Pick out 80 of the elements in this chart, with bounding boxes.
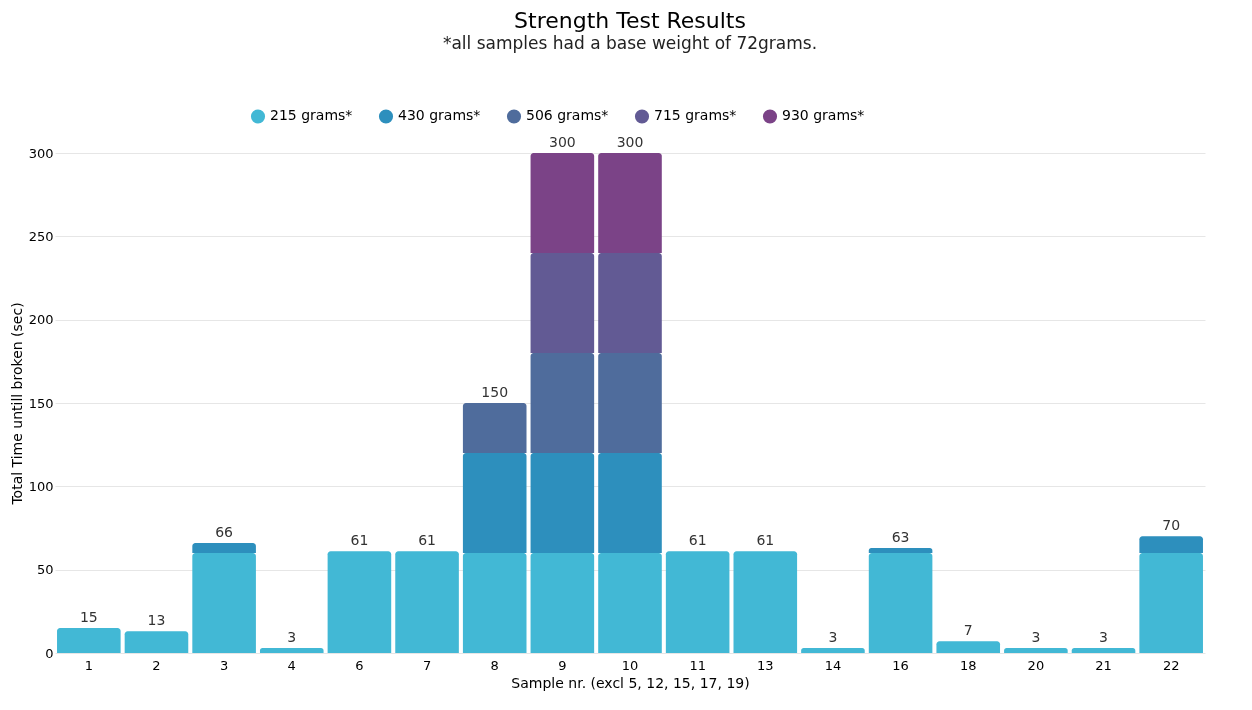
bar [665, 551, 730, 653]
total-label: 66 [215, 524, 234, 540]
y-tick-label: 0 [45, 645, 54, 661]
y-tick-label: 50 [36, 562, 54, 578]
bar [124, 631, 189, 653]
bar [57, 628, 121, 653]
bar [598, 253, 662, 353]
chart-subtitle: *all samples had a base weight of 72grams. [442, 33, 818, 53]
bar [1139, 536, 1203, 553]
total-label: 3 [828, 629, 838, 645]
bar [192, 553, 256, 653]
bar [530, 553, 595, 653]
bar [530, 253, 595, 353]
total-label: 300 [548, 134, 576, 150]
bar [530, 353, 595, 453]
x-tick-label: 6 [355, 657, 364, 673]
total-label: 3 [1031, 629, 1041, 645]
x-tick-label: 13 [757, 657, 774, 673]
bar [462, 403, 527, 453]
legend-label: 715 grams* [654, 107, 737, 124]
y-tick-label: 100 [28, 478, 54, 494]
x-tick-label: 10 [621, 657, 639, 673]
x-tick-label: 22 [1162, 657, 1180, 673]
y-tick-label: 300 [28, 145, 54, 161]
y-tick-label: 250 [28, 228, 54, 244]
x-tick-label: 2 [152, 657, 161, 673]
total-label: 7 [963, 622, 973, 639]
x-tick-label: 9 [558, 657, 567, 673]
bar [1004, 648, 1068, 653]
bar [936, 641, 1001, 653]
bar [801, 648, 865, 653]
x-tick-label: 11 [689, 657, 706, 673]
bar [259, 648, 324, 653]
bar [462, 553, 527, 653]
bar [598, 553, 662, 653]
bar [598, 453, 662, 553]
bar [733, 551, 798, 653]
legend-label: 930 grams* [782, 107, 865, 124]
legend-label: 215 grams* [270, 107, 353, 124]
bar [462, 453, 527, 553]
bar [868, 548, 933, 553]
x-tick-label: 20 [1027, 657, 1045, 673]
total-label: 61 [688, 532, 707, 549]
x-tick-label: 21 [1095, 657, 1112, 673]
bar [192, 543, 256, 553]
bar [327, 551, 392, 653]
bar [1139, 553, 1203, 653]
legend-label: 430 grams* [398, 107, 481, 124]
total-label: 61 [418, 532, 436, 549]
bar [598, 153, 662, 253]
y-tick-label: 200 [28, 312, 54, 328]
total-label: 15 [79, 609, 98, 625]
x-tick-label: 7 [422, 657, 432, 673]
x-tick-label: 3 [219, 657, 229, 673]
total-label: 61 [350, 532, 369, 549]
x-tick-label: 4 [287, 657, 296, 673]
x-tick-label: 14 [824, 657, 842, 673]
total-label: 300 [616, 134, 644, 150]
bar [395, 551, 459, 653]
x-tick-label: 18 [959, 657, 977, 673]
total-label: 70 [1162, 517, 1181, 534]
bar [1071, 648, 1136, 653]
bar [530, 153, 595, 253]
total-label: 3 [1099, 629, 1108, 645]
x-tick-label: 8 [490, 657, 499, 673]
bar [598, 353, 662, 453]
chart-title: Strength Test Results [514, 8, 746, 33]
total-label: 150 [481, 384, 509, 400]
total-label: 63 [891, 529, 910, 545]
x-tick-label: 1 [84, 657, 93, 673]
bar [530, 453, 595, 553]
x-tick-label: 16 [892, 657, 909, 673]
total-label: 61 [756, 532, 775, 549]
total-label: 3 [287, 629, 297, 645]
bar [868, 553, 933, 653]
y-axis-title: Total Time untill broken (sec) [8, 302, 25, 506]
total-label: 13 [147, 612, 166, 629]
legend-label: 506 grams* [526, 107, 609, 124]
y-tick-label: 150 [28, 395, 54, 411]
x-axis-title: Sample nr. (excl 5, 12, 15, 17, 19) [511, 674, 750, 691]
